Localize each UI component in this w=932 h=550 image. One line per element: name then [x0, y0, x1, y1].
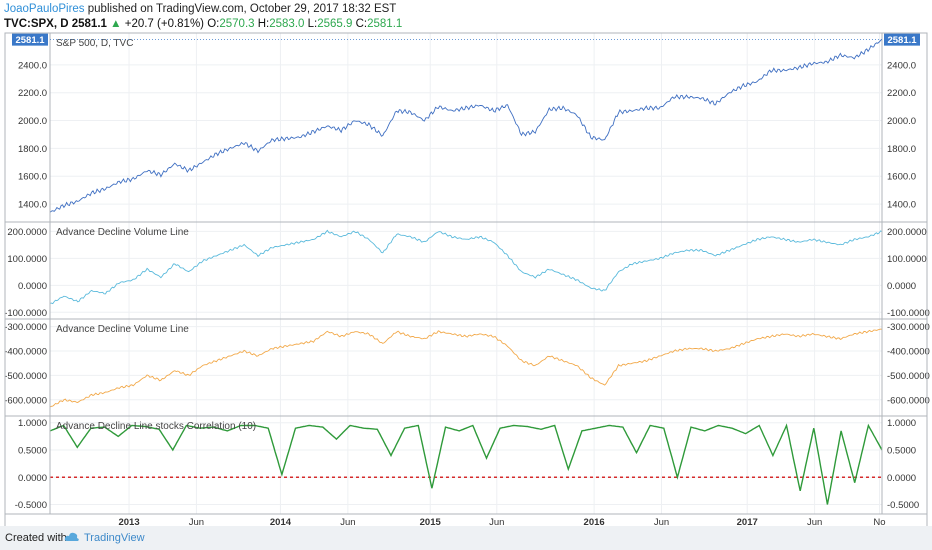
- x-tick-label: 2014: [270, 517, 292, 526]
- open-label: O:: [207, 18, 220, 30]
- change-value: +20.7 (+0.81%): [124, 18, 205, 30]
- y-tick-label-right: -600.0000: [887, 395, 930, 406]
- series-line: [49, 38, 883, 213]
- y-tick-label-left: 1600.0: [18, 172, 47, 183]
- y-tick-label-right: 1.0000: [887, 418, 916, 429]
- x-tick-label: Jun: [654, 517, 669, 526]
- y-tick-label-right: -0.5000: [887, 500, 919, 511]
- footer-bar: Created with TradingView: [0, 526, 932, 550]
- pane-title: Advance Decline Volume Line: [56, 227, 189, 238]
- low-value: 2565.9: [317, 18, 353, 30]
- y-tick-label-left: 2400.0: [18, 60, 47, 71]
- high-label: H:: [257, 18, 270, 30]
- last-price-tag-left: [12, 33, 48, 46]
- chart-area[interactable]: 1400.0 1400.0 1600.0 1600.0 1800.0 1800.0 2000…: [0, 30, 932, 526]
- high-value: 2583.0: [269, 18, 305, 30]
- y-tick-label-left: -100.0000: [4, 308, 47, 319]
- y-tick-label-right: 0.0000: [887, 281, 916, 292]
- y-tick-label-right: 1800.0: [887, 144, 916, 155]
- y-tick-label-right: 0.5000: [887, 446, 916, 457]
- x-tick-label: 2015: [420, 517, 442, 526]
- y-tick-label-left: 200.0000: [7, 227, 47, 238]
- created-with-text: Created with: [5, 532, 67, 544]
- open-value: 2570.3: [219, 18, 255, 30]
- y-tick-label-right: -300.0000: [887, 322, 930, 333]
- y-tick-label-right: 2000.0: [887, 116, 916, 127]
- last-price-label-left: 2581.1: [15, 35, 45, 46]
- y-tick-label-left: 1400.0: [18, 200, 47, 211]
- author-link[interactable]: JoaoPauloPires: [4, 3, 85, 15]
- y-tick-label-right: -100.0000: [887, 308, 930, 319]
- y-tick-label-left: -300.0000: [4, 322, 47, 333]
- y-tick-label-right: 0.0000: [887, 473, 916, 484]
- y-tick-label-left: -400.0000: [4, 347, 47, 358]
- change-up-icon: ▲: [110, 18, 122, 30]
- y-tick-label-right: 2200.0: [887, 88, 916, 99]
- x-tick-label: 2016: [584, 517, 605, 526]
- y-tick-label-right: 200.0000: [887, 227, 927, 238]
- x-tick-label: 2017: [737, 517, 758, 526]
- pane-title: S&P 500, D, TVC: [56, 38, 133, 49]
- y-tick-label-right: -400.0000: [887, 347, 930, 358]
- last-price: 2581.1: [71, 18, 107, 30]
- y-tick-label-left: 2000.0: [18, 116, 47, 127]
- pane-title: Advance Decline Line stocks Correlation …: [56, 421, 256, 432]
- series-line: [49, 328, 883, 408]
- x-tick-label: Jun: [340, 517, 355, 526]
- chart-frame: [4, 32, 928, 526]
- x-tick-label: Jun: [489, 517, 504, 526]
- y-tick-label-right: 2400.0: [887, 60, 916, 71]
- y-tick-label-left: 0.0000: [18, 281, 47, 292]
- y-tick-label-left: -0.5000: [15, 500, 47, 511]
- x-tick-label: Jun: [189, 517, 204, 526]
- y-tick-label-right: 100.0000: [887, 254, 927, 265]
- y-tick-label-left: 1800.0: [18, 144, 47, 155]
- x-tick-label: Jun: [807, 517, 822, 526]
- chart-header: JoaoPauloPires published on TradingView.…: [4, 2, 924, 32]
- y-tick-label-right: 1600.0: [887, 172, 916, 183]
- y-tick-label-left: 2200.0: [18, 88, 47, 99]
- tradingview-cloud-icon: [64, 532, 79, 541]
- x-tick-label: No: [873, 517, 885, 526]
- last-price-label-right: 2581.1: [887, 35, 917, 46]
- series-line: [49, 229, 883, 305]
- y-tick-label-left: -500.0000: [4, 371, 47, 382]
- publish-line: JoaoPauloPires published on TradingView.…: [4, 2, 924, 17]
- y-tick-label-left: -600.0000: [4, 395, 47, 406]
- symbol-label: TVC:SPX, D: [4, 18, 69, 30]
- y-tick-label-right: 1400.0: [887, 200, 916, 211]
- tradingview-brand[interactable]: TradingView: [84, 532, 145, 544]
- pane-title: Advance Decline Volume Line: [56, 324, 189, 335]
- x-tick-label: 2013: [118, 517, 139, 526]
- published-text: published on TradingView.com, October 29…: [87, 3, 397, 15]
- y-tick-label-left: 1.0000: [18, 418, 47, 429]
- close-label: C:: [355, 18, 368, 30]
- series-line: [49, 423, 883, 505]
- close-value: 2581.1: [367, 18, 403, 30]
- y-tick-label-left: 0.0000: [18, 473, 47, 484]
- y-tick-label-right: -500.0000: [887, 371, 930, 382]
- low-label: L:: [307, 18, 318, 30]
- y-tick-label-left: 0.5000: [18, 446, 47, 457]
- last-price-tag-right: [884, 33, 920, 46]
- y-tick-label-left: 100.0000: [7, 254, 47, 265]
- ohlc-line: TVC:SPX, D 2581.1 ▲ +20.7 (+0.81%) O:257…: [4, 17, 924, 32]
